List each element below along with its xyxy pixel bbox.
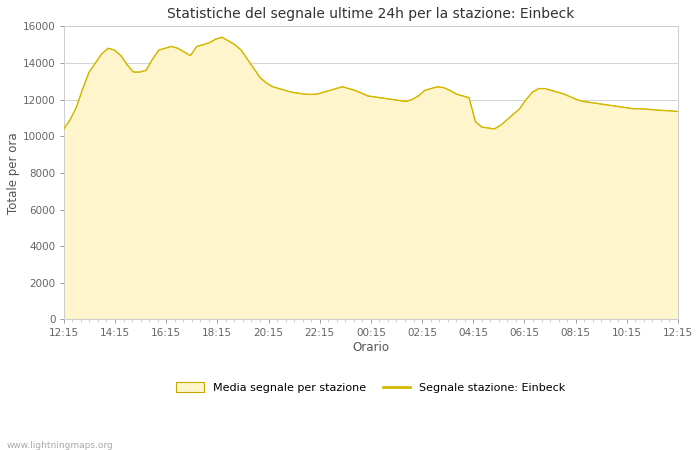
Legend: Media segnale per stazione, Segnale stazione: Einbeck: Media segnale per stazione, Segnale staz…: [172, 378, 570, 397]
Title: Statistiche del segnale ultime 24h per la stazione: Einbeck: Statistiche del segnale ultime 24h per l…: [167, 7, 575, 21]
Y-axis label: Totale per ora: Totale per ora: [7, 132, 20, 214]
X-axis label: Orario: Orario: [352, 341, 389, 354]
Text: www.lightningmaps.org: www.lightningmaps.org: [7, 441, 113, 450]
